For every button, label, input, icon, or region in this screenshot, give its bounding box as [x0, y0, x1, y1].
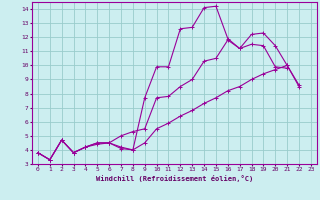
X-axis label: Windchill (Refroidissement éolien,°C): Windchill (Refroidissement éolien,°C) — [96, 175, 253, 182]
